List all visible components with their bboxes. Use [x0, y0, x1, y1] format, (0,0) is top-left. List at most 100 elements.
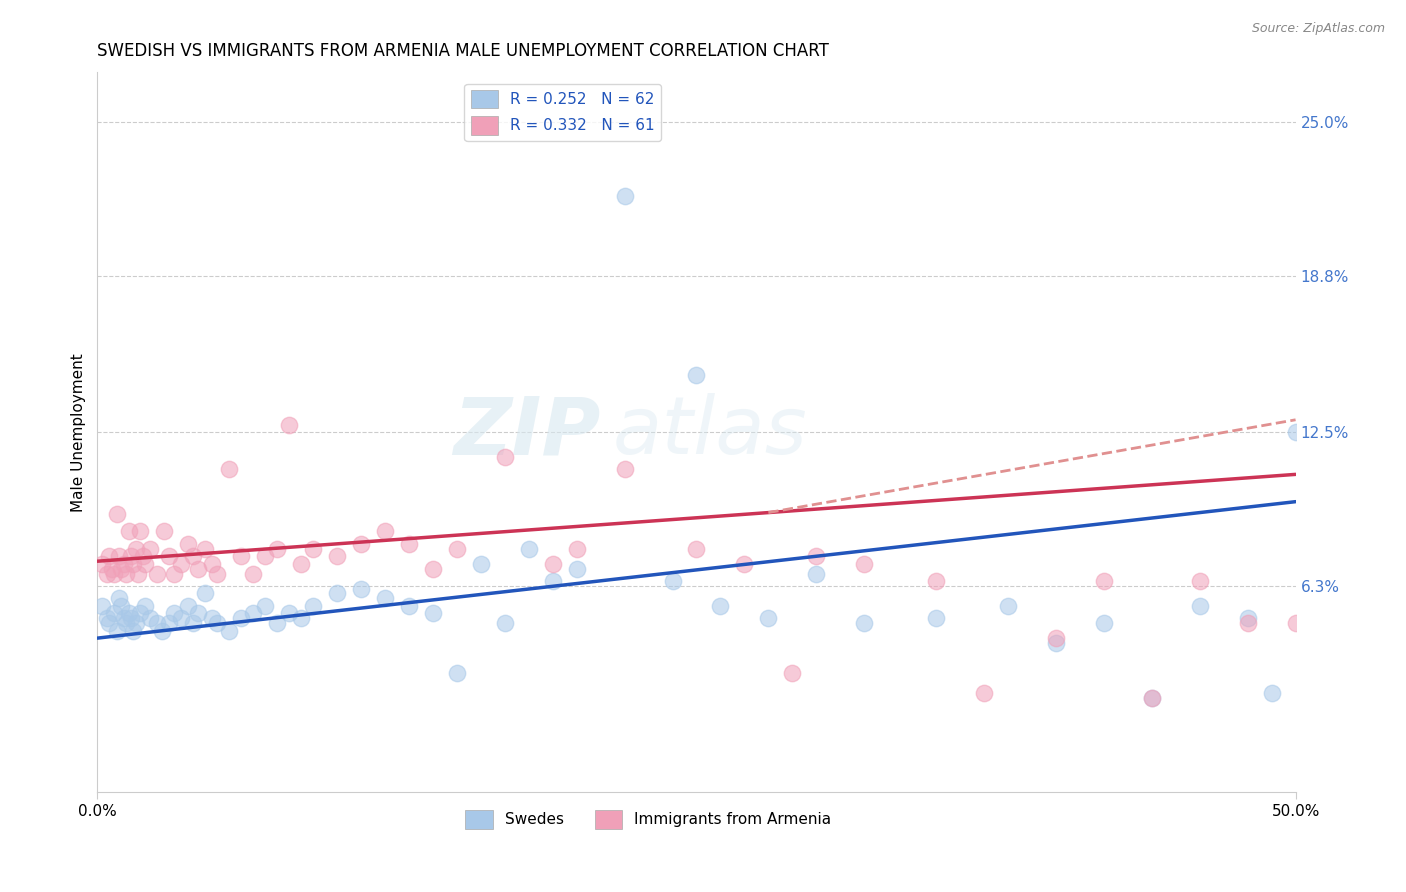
- Point: [997, 599, 1019, 613]
- Point: [218, 462, 240, 476]
- Point: [733, 557, 755, 571]
- Point: [1188, 599, 1211, 613]
- Point: [91, 599, 114, 613]
- Point: [103, 566, 125, 581]
- Point: [103, 607, 125, 621]
- Y-axis label: Male Unemployment: Male Unemployment: [72, 353, 86, 512]
- Point: [129, 607, 152, 621]
- Point: [105, 507, 128, 521]
- Point: [853, 557, 876, 571]
- Point: [398, 537, 420, 551]
- Point: [98, 549, 121, 564]
- Point: [661, 574, 683, 588]
- Point: [1045, 636, 1067, 650]
- Point: [470, 557, 492, 571]
- Point: [129, 524, 152, 539]
- Point: [278, 607, 301, 621]
- Text: ZIP: ZIP: [453, 393, 600, 471]
- Point: [163, 607, 186, 621]
- Point: [709, 599, 731, 613]
- Point: [1092, 574, 1115, 588]
- Point: [157, 549, 180, 564]
- Point: [100, 562, 122, 576]
- Point: [254, 549, 277, 564]
- Point: [231, 611, 253, 625]
- Point: [565, 541, 588, 556]
- Text: atlas: atlas: [613, 393, 807, 471]
- Point: [266, 616, 288, 631]
- Point: [806, 549, 828, 564]
- Text: Source: ZipAtlas.com: Source: ZipAtlas.com: [1251, 22, 1385, 36]
- Point: [1236, 616, 1258, 631]
- Point: [398, 599, 420, 613]
- Point: [422, 562, 444, 576]
- Point: [302, 599, 325, 613]
- Point: [494, 450, 516, 464]
- Point: [205, 616, 228, 631]
- Point: [134, 599, 156, 613]
- Point: [91, 557, 114, 571]
- Point: [163, 566, 186, 581]
- Point: [115, 566, 138, 581]
- Point: [139, 611, 162, 625]
- Point: [1188, 574, 1211, 588]
- Point: [194, 586, 217, 600]
- Point: [146, 616, 169, 631]
- Point: [446, 541, 468, 556]
- Point: [150, 624, 173, 638]
- Point: [177, 537, 200, 551]
- Point: [201, 611, 224, 625]
- Point: [374, 524, 396, 539]
- Point: [110, 562, 132, 576]
- Point: [122, 624, 145, 638]
- Point: [132, 549, 155, 564]
- Point: [422, 607, 444, 621]
- Point: [517, 541, 540, 556]
- Text: SWEDISH VS IMMIGRANTS FROM ARMENIA MALE UNEMPLOYMENT CORRELATION CHART: SWEDISH VS IMMIGRANTS FROM ARMENIA MALE …: [97, 42, 830, 60]
- Point: [925, 611, 948, 625]
- Point: [1045, 631, 1067, 645]
- Point: [139, 541, 162, 556]
- Point: [117, 607, 139, 621]
- Point: [110, 599, 132, 613]
- Point: [853, 616, 876, 631]
- Point: [170, 611, 193, 625]
- Point: [565, 562, 588, 576]
- Point: [177, 599, 200, 613]
- Point: [326, 549, 349, 564]
- Point: [266, 541, 288, 556]
- Point: [613, 462, 636, 476]
- Point: [98, 616, 121, 631]
- Point: [1092, 616, 1115, 631]
- Point: [122, 557, 145, 571]
- Point: [1260, 686, 1282, 700]
- Point: [350, 582, 373, 596]
- Point: [782, 665, 804, 680]
- Point: [973, 686, 995, 700]
- Point: [153, 524, 176, 539]
- Point: [112, 557, 135, 571]
- Point: [201, 557, 224, 571]
- Point: [96, 611, 118, 625]
- Point: [218, 624, 240, 638]
- Point: [254, 599, 277, 613]
- Point: [242, 566, 264, 581]
- Point: [187, 607, 209, 621]
- Point: [1236, 611, 1258, 625]
- Point: [170, 557, 193, 571]
- Point: [117, 524, 139, 539]
- Point: [1140, 690, 1163, 705]
- Point: [613, 189, 636, 203]
- Point: [134, 557, 156, 571]
- Point: [326, 586, 349, 600]
- Point: [205, 566, 228, 581]
- Point: [181, 616, 204, 631]
- Point: [108, 549, 131, 564]
- Point: [115, 616, 138, 631]
- Point: [1284, 616, 1306, 631]
- Point: [194, 541, 217, 556]
- Point: [494, 616, 516, 631]
- Point: [120, 611, 142, 625]
- Point: [231, 549, 253, 564]
- Point: [157, 616, 180, 631]
